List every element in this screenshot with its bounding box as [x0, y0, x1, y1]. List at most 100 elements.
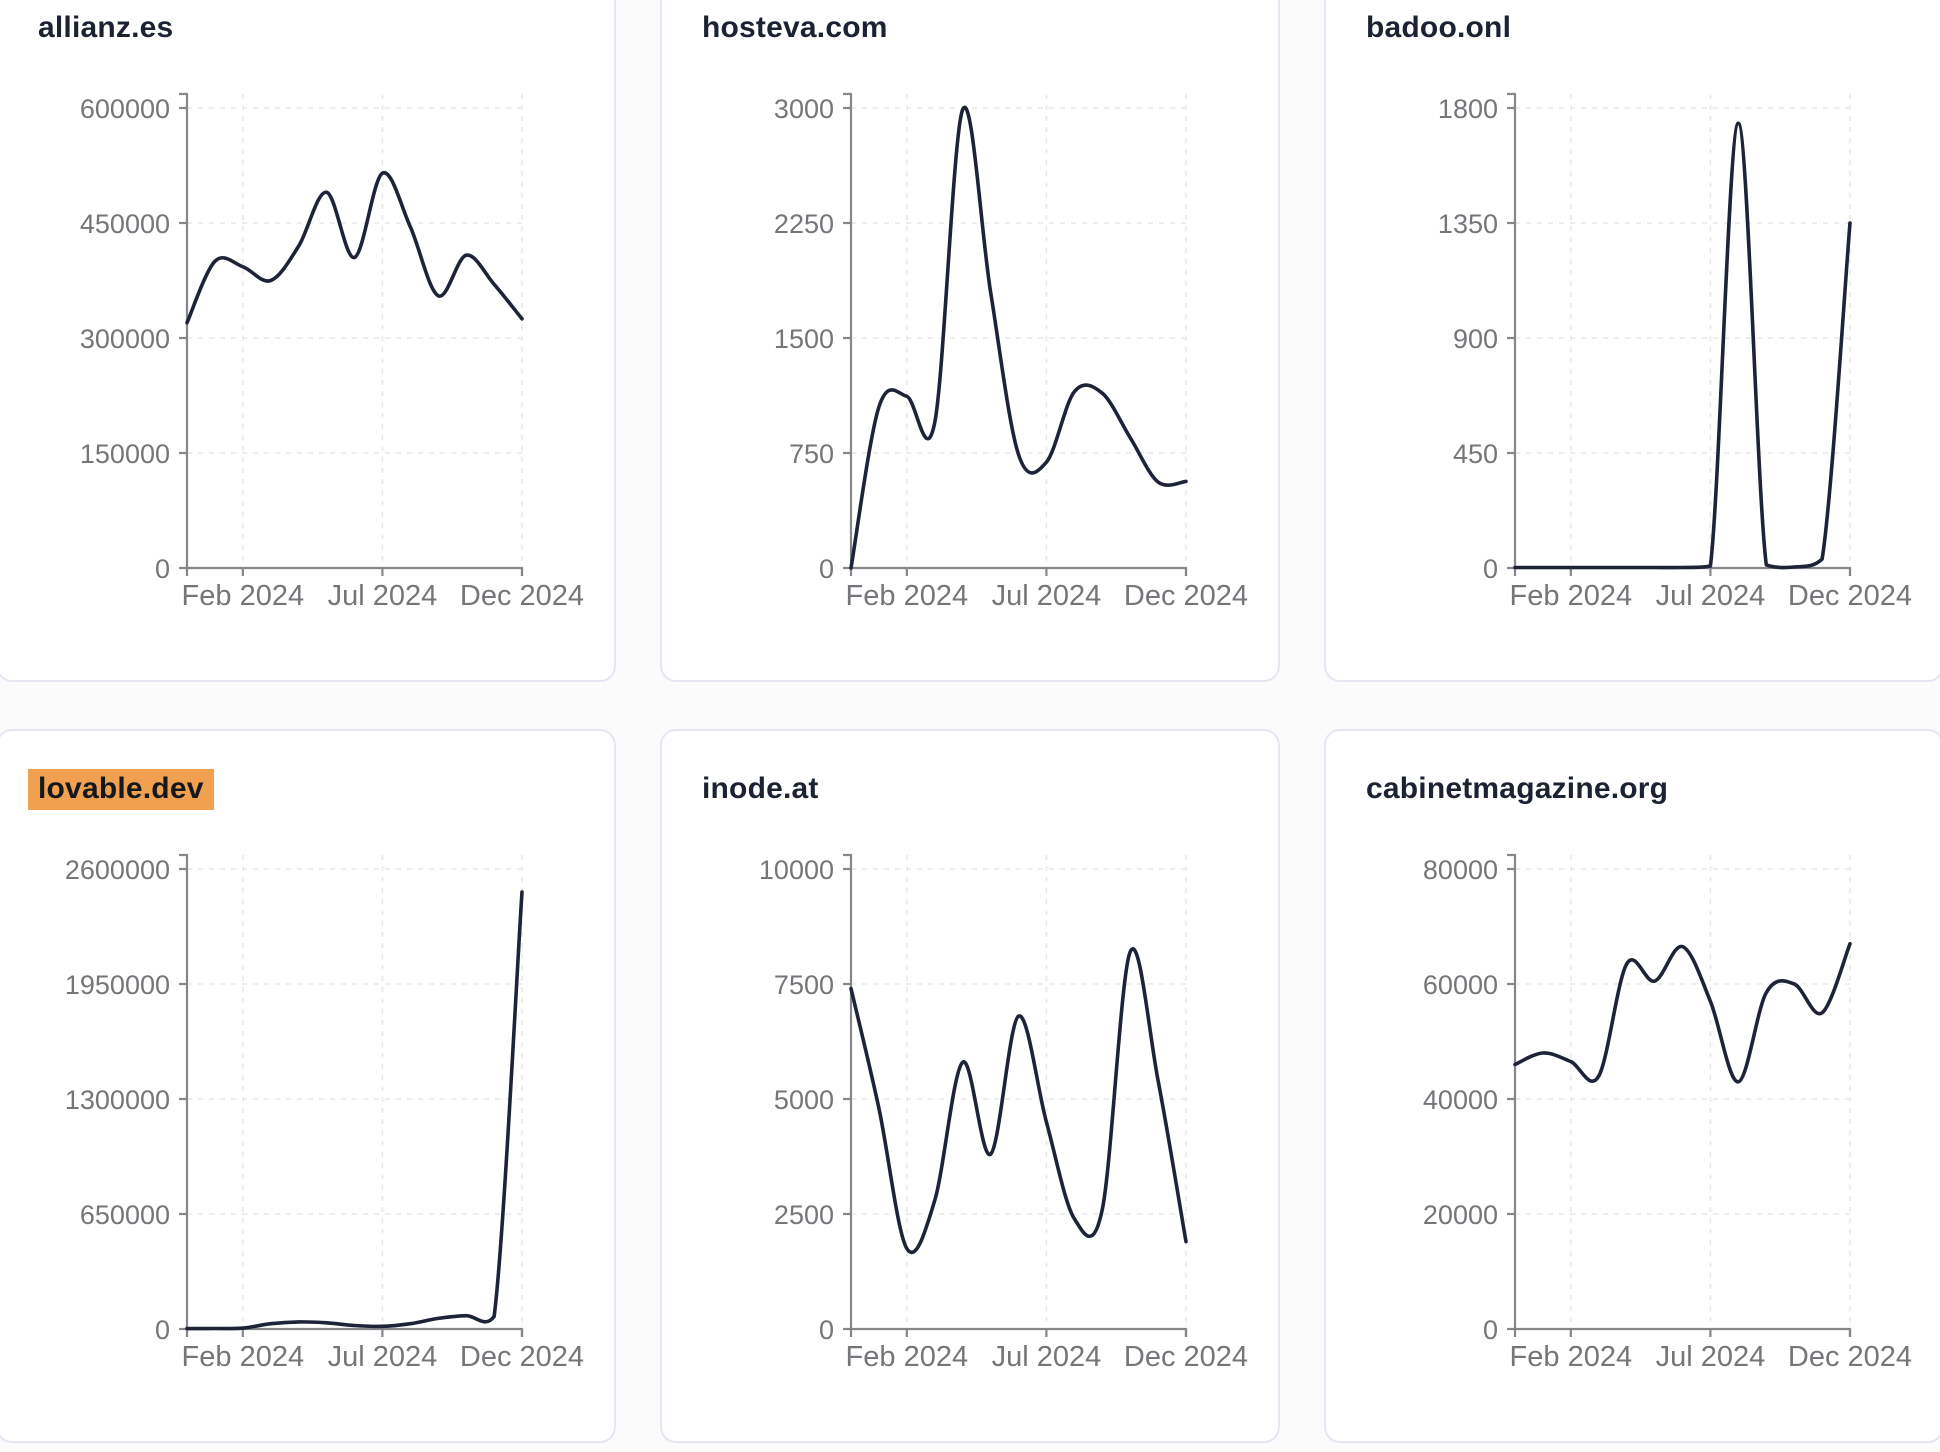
y-tick-label: 0	[1483, 1315, 1498, 1345]
domain-chart-card-badoo-onl[interactable]: badoo.onl 1800 1350 900 450 0 Feb 2024 Jul 202…	[1324, 0, 1940, 682]
traffic-line-chart: 3000 2250 1500 750 0 Feb 2024 Jul 2024 Dec 2024	[774, 92, 1248, 612]
y-tick-label: 1800	[1438, 94, 1498, 124]
y-tick-label: 600000	[80, 94, 170, 124]
x-tick-label: Dec 2024	[1124, 1341, 1248, 1373]
y-tick-label: 450000	[80, 209, 170, 239]
x-tick-label: Feb 2024	[846, 1341, 969, 1373]
y-axis	[179, 853, 189, 1329]
y-tick-label: 300000	[80, 324, 170, 354]
y-tick-label: 1500	[774, 324, 834, 354]
y-tick-label: 80000	[1423, 855, 1498, 885]
domain-chart-card-cabinetmagazine-org[interactable]: cabinetmagazine.org 80000 60000 40000 20000…	[1324, 729, 1940, 1443]
axes	[1507, 92, 1852, 576]
y-tick-label: 2500	[774, 1200, 834, 1230]
x-axis	[1513, 1327, 1852, 1337]
y-tick-label: 1300000	[65, 1085, 170, 1115]
domain-title: hosteva.com	[702, 8, 888, 48]
trend-line	[185, 890, 524, 1331]
gridlines	[1515, 94, 1851, 568]
gridlines	[851, 855, 1187, 1329]
x-tick-label: Jul 2024	[328, 580, 438, 612]
x-tick-label: Feb 2024	[846, 580, 969, 612]
y-tick-label: 150000	[80, 439, 170, 469]
traffic-line-chart: 2600000 1950000 1300000 650000 0 Feb 2024 Jul …	[65, 853, 584, 1373]
y-tick-label: 0	[1483, 554, 1498, 584]
x-tick-label: Dec 2024	[460, 580, 584, 612]
y-axis	[179, 92, 189, 568]
x-tick-label: Jul 2024	[1656, 1341, 1766, 1373]
y-axis	[843, 92, 853, 568]
x-axis	[849, 1327, 1188, 1337]
trend-line	[1513, 121, 1852, 570]
traffic-line-chart: 80000 60000 40000 20000 0 Feb 2024 Jul 2024 Dec…	[1423, 853, 1912, 1373]
x-tick-label: Jul 2024	[328, 1341, 438, 1373]
axes	[179, 853, 524, 1337]
axes	[843, 853, 1188, 1337]
y-tick-label: 0	[819, 554, 834, 584]
axes	[179, 92, 524, 576]
trend-line	[185, 171, 524, 325]
x-tick-label: Jul 2024	[992, 580, 1102, 612]
trend-line	[849, 947, 1188, 1255]
y-tick-label: 1950000	[65, 970, 170, 1000]
gridlines	[187, 94, 523, 568]
domain-chart-card-lovable-dev[interactable]: lovable.dev 2600000 1950000 1300000 650000 0…	[0, 729, 616, 1443]
domain-title-text: hosteva.com	[702, 11, 888, 44]
x-tick-label: Dec 2024	[460, 1341, 584, 1373]
x-tick-label: Dec 2024	[1788, 1341, 1912, 1373]
gridlines	[851, 94, 1187, 568]
x-tick-label: Feb 2024	[1510, 580, 1633, 612]
x-tick-label: Jul 2024	[992, 1341, 1102, 1373]
domain-title: cabinetmagazine.org	[1366, 769, 1668, 809]
trend-line	[1513, 942, 1852, 1084]
y-tick-label: 1350	[1438, 209, 1498, 239]
tick-labels: 3000 2250 1500 750 0 Feb 2024 Jul 2024 Dec 2024	[774, 94, 1248, 612]
domain-chart-card-allianz-es[interactable]: allianz.es 600000 450000 300000 150000 0 Feb …	[0, 0, 616, 682]
y-tick-label: 0	[155, 1315, 170, 1345]
y-tick-label: 900	[1453, 324, 1498, 354]
axes	[843, 92, 1188, 576]
gridlines	[1515, 855, 1851, 1329]
x-tick-label: Feb 2024	[182, 1341, 305, 1373]
y-tick-label: 650000	[80, 1200, 170, 1230]
domain-chart-card-inode-at[interactable]: inode.at 10000 7500 5000 2500 0 Feb 2024 Jul 2…	[660, 729, 1280, 1443]
domain-title-text: cabinetmagazine.org	[1366, 772, 1669, 805]
y-tick-label: 750	[789, 439, 834, 469]
domain-chart-card-hosteva-com[interactable]: hosteva.com 3000 2250 1500 750 0 Feb 2024 Jul …	[660, 0, 1280, 682]
tick-labels: 1800 1350 900 450 0 Feb 2024 Jul 2024 Dec 2024	[1438, 94, 1912, 612]
y-tick-label: 450	[1453, 439, 1498, 469]
x-tick-label: Feb 2024	[182, 580, 305, 612]
x-tick-label: Feb 2024	[1510, 1341, 1633, 1373]
y-tick-label: 60000	[1423, 970, 1498, 1000]
y-axis	[1507, 853, 1517, 1329]
x-tick-label: Dec 2024	[1124, 580, 1248, 612]
domain-title-text: inode.at	[702, 772, 819, 805]
tick-labels: 600000 450000 300000 150000 0 Feb 2024 Jul 202…	[80, 94, 584, 612]
domain-title-text: lovable.dev	[28, 769, 214, 810]
x-tick-label: Dec 2024	[1788, 580, 1912, 612]
tick-labels: 80000 60000 40000 20000 0 Feb 2024 Jul 2024 Dec…	[1423, 855, 1912, 1373]
y-tick-label: 10000	[759, 855, 834, 885]
domain-title: lovable.dev	[28, 769, 214, 810]
trend-line	[849, 105, 1188, 570]
tick-labels: 2600000 1950000 1300000 650000 0 Feb 2024 Jul …	[65, 855, 584, 1373]
traffic-line-chart: 10000 7500 5000 2500 0 Feb 2024 Jul 2024 Dec 20…	[759, 853, 1248, 1373]
domain-title-text: badoo.onl	[1366, 11, 1512, 44]
axes	[1507, 853, 1852, 1337]
y-tick-label: 3000	[774, 94, 834, 124]
x-axis	[849, 566, 1188, 576]
y-tick-label: 2250	[774, 209, 834, 239]
x-axis	[185, 566, 524, 576]
y-tick-label: 40000	[1423, 1085, 1498, 1115]
y-tick-label: 5000	[774, 1085, 834, 1115]
domain-title: badoo.onl	[1366, 8, 1511, 48]
y-tick-label: 2600000	[65, 855, 170, 885]
domain-title-text: allianz.es	[38, 11, 174, 44]
traffic-line-chart: 1800 1350 900 450 0 Feb 2024 Jul 2024 Dec 2024	[1438, 92, 1912, 612]
y-tick-label: 7500	[774, 970, 834, 1000]
domain-title: inode.at	[702, 769, 819, 809]
y-axis	[843, 853, 853, 1329]
y-tick-label: 20000	[1423, 1200, 1498, 1230]
y-axis	[1507, 92, 1517, 568]
